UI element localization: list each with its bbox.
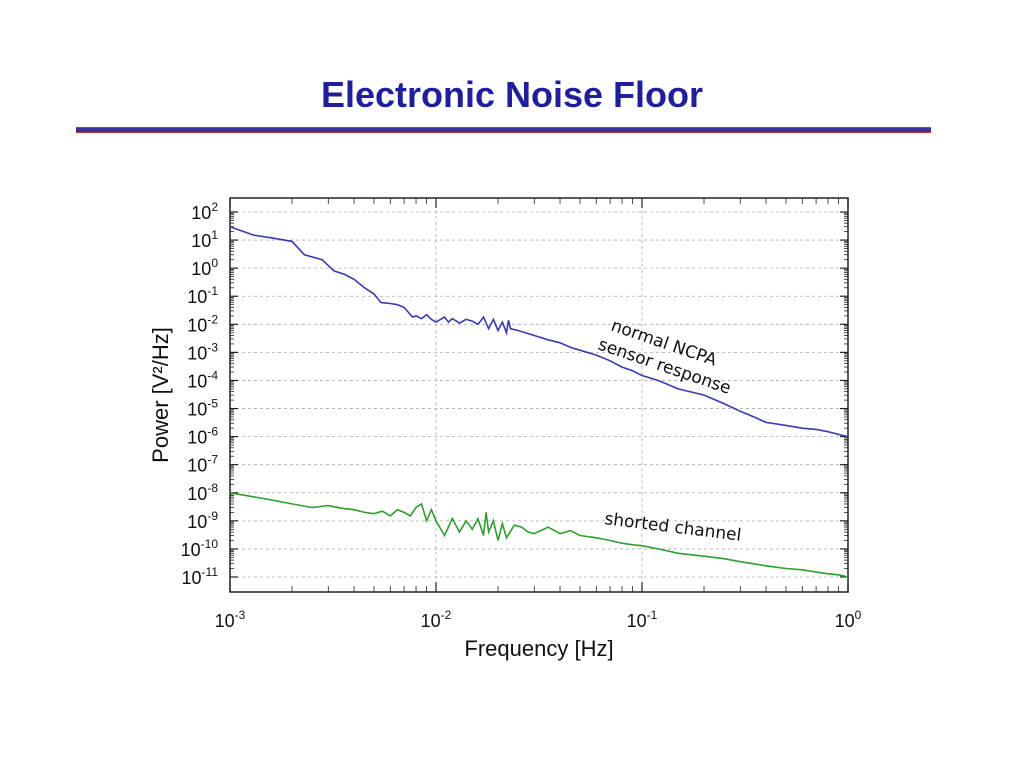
shorted-channel-line <box>229 492 849 578</box>
y-tick-label: 10-11 <box>182 565 219 588</box>
x-tick-label: 10-1 <box>627 608 658 631</box>
y-tick-label: 10-7 <box>187 453 218 476</box>
y-tick-label: 10-1 <box>187 284 218 307</box>
plot-frame <box>229 197 849 593</box>
x-tick-label: 10-3 <box>215 608 246 631</box>
y-axis-label: Power [V²/Hz] <box>148 327 173 463</box>
y-tick-label: 10-3 <box>187 340 218 363</box>
x-axis-label: Frequency [Hz] <box>464 636 613 661</box>
y-tick-label: 10-9 <box>187 509 218 532</box>
y-tick-label: 10-5 <box>187 397 218 420</box>
x-tick-label: 100 <box>835 608 862 631</box>
x-tick-label: 10-2 <box>421 608 452 631</box>
shorted-channel-annotation: shorted channel <box>603 509 742 546</box>
slide-title: Electronic Noise Floor <box>320 74 704 115</box>
y-tick-label: 10-10 <box>181 537 219 560</box>
ncpa-sensor-annotation: normal NCPAsensor response <box>596 314 741 399</box>
y-tick-label: 100 <box>191 256 218 279</box>
y-tick-label: 102 <box>191 200 218 223</box>
y-tick-label: 101 <box>191 228 218 251</box>
title-divider <box>76 127 931 133</box>
y-tick-label: 10-6 <box>187 425 218 448</box>
y-tick-label: 10-2 <box>187 312 218 335</box>
ncpa-sensor-line <box>229 225 849 438</box>
y-tick-label: 10-8 <box>187 481 218 504</box>
y-tick-label: 10-4 <box>187 368 218 391</box>
